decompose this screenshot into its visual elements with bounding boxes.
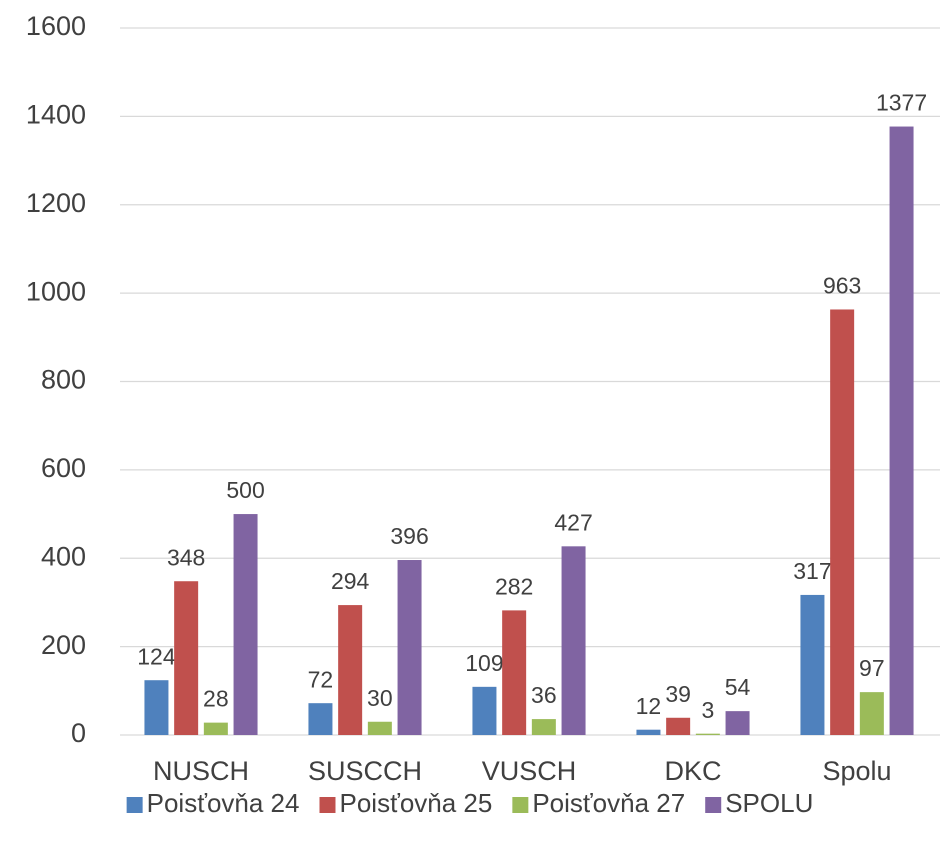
- x-tick-label: VUSCH: [482, 756, 577, 786]
- data-label: 3: [701, 697, 714, 723]
- bar: [695, 733, 720, 735]
- legend-swatch: [319, 797, 336, 813]
- data-label: 396: [390, 523, 428, 549]
- legend-label: SPOLU: [725, 788, 813, 818]
- data-label: 294: [331, 568, 370, 594]
- bar: [338, 605, 363, 735]
- bar: [531, 719, 556, 735]
- y-tick-label: 1200: [26, 188, 86, 218]
- data-label: 72: [308, 666, 334, 692]
- data-label: 97: [859, 655, 885, 681]
- bar: [859, 692, 884, 735]
- legend-label: Poisťovňa 25: [339, 788, 492, 818]
- x-tick-label: NUSCH: [153, 756, 249, 786]
- data-label: 282: [495, 573, 533, 599]
- legend-label: Poisťovňa 27: [532, 788, 685, 818]
- y-tick-label: 600: [41, 453, 86, 483]
- bar: [666, 717, 691, 735]
- bar: [203, 722, 228, 735]
- data-label: 124: [137, 643, 176, 669]
- data-label: 348: [167, 544, 205, 570]
- bar: [725, 711, 750, 735]
- data-label: 963: [823, 273, 861, 299]
- legend-swatch: [512, 797, 529, 813]
- bar: [472, 686, 497, 735]
- legend-swatch: [126, 797, 143, 813]
- data-label: 28: [203, 686, 229, 712]
- bar: [636, 729, 661, 735]
- data-label: 39: [665, 681, 691, 707]
- bar: [502, 610, 527, 735]
- data-label: 500: [226, 477, 264, 503]
- y-tick-label: 200: [41, 630, 86, 660]
- legend-swatch: [705, 797, 722, 813]
- y-tick-label: 1400: [26, 100, 86, 130]
- data-label: 1377: [876, 90, 927, 116]
- x-tick-label: DKC: [664, 756, 721, 786]
- data-label: 36: [531, 682, 557, 708]
- x-tick-label: Spolu: [822, 756, 891, 786]
- bar: [367, 721, 392, 735]
- y-tick-label: 0: [71, 718, 86, 748]
- y-tick-label: 1600: [26, 11, 86, 41]
- x-tick-label: SUSCCH: [308, 756, 422, 786]
- data-label: 427: [554, 509, 592, 535]
- bar: [889, 126, 914, 735]
- data-label: 317: [793, 558, 831, 584]
- bar: [174, 581, 199, 735]
- data-label: 30: [367, 685, 393, 711]
- bar: [233, 514, 258, 735]
- bar: [830, 309, 855, 735]
- bar: [561, 546, 586, 735]
- y-tick-label: 800: [41, 365, 86, 395]
- legend-label: Poisťovňa 24: [147, 788, 300, 818]
- y-tick-label: 400: [41, 541, 86, 571]
- y-tick-label: 1000: [26, 276, 86, 306]
- data-label: 12: [636, 693, 662, 719]
- bar: [397, 560, 422, 735]
- data-label: 109: [465, 650, 503, 676]
- bar: [800, 594, 825, 735]
- data-label: 54: [725, 674, 751, 700]
- bar: [144, 680, 169, 735]
- bar: [308, 703, 333, 735]
